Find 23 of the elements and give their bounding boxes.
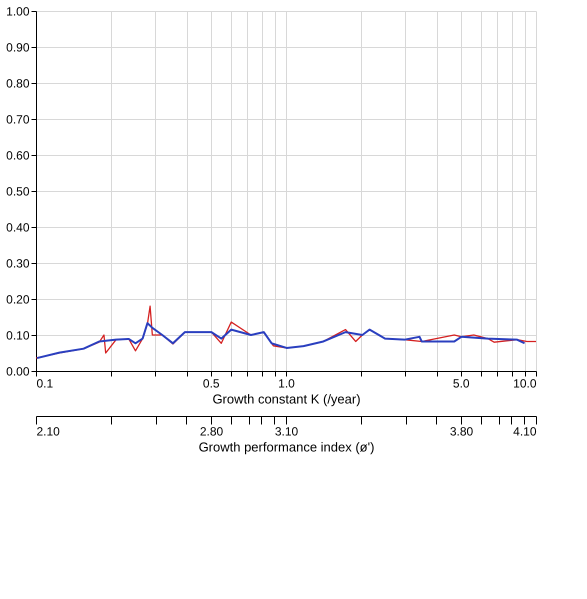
x2-tick-label: 3.10 <box>274 424 298 438</box>
y-tick-label: 0.10 <box>6 328 30 342</box>
y-tick-label: 0.40 <box>6 220 30 234</box>
x-tick-label: 10.0 <box>513 376 537 390</box>
x2-tick-label: 2.80 <box>200 424 224 438</box>
y-tick-label: 0.50 <box>6 184 30 198</box>
x2-axis-title: Growth performance index (ø') <box>198 440 374 454</box>
y-tick-label: 0.60 <box>6 148 30 162</box>
x2-tick-label: 2.10 <box>36 424 60 438</box>
y-tick-label: 0.20 <box>6 292 30 306</box>
y-tick-label: 0.90 <box>6 40 30 54</box>
x-tick-label: 0.5 <box>202 376 220 390</box>
y-tick-label: 0.70 <box>6 112 30 126</box>
x-tick-label: 1.0 <box>278 376 296 390</box>
y-tick-label: 0.80 <box>6 76 30 90</box>
x2-tick-label: 3.80 <box>450 424 474 438</box>
x-tick-label: 5.0 <box>452 376 470 390</box>
x-tick-label: 0.1 <box>36 376 54 390</box>
y-tick-label: 0.30 <box>6 256 30 270</box>
y-tick-label: 1.00 <box>6 4 30 18</box>
x2-tick-label: 4.10 <box>513 424 537 438</box>
y-tick-label: 0.00 <box>6 364 30 378</box>
x-axis-title: Growth constant K (/year) <box>212 392 361 406</box>
